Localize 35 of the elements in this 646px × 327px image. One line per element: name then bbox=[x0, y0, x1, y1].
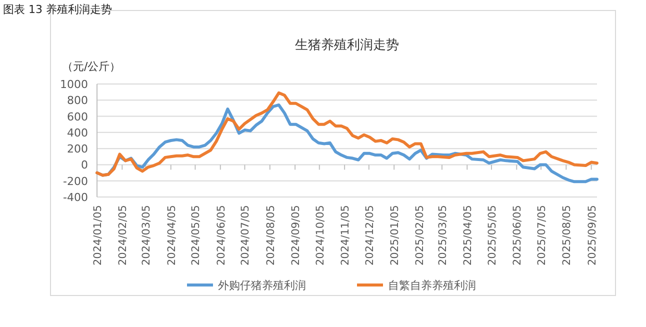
text: 图表 13 养殖利润走势 bbox=[3, 3, 112, 16]
x-tick-label: 2024/01/05 bbox=[92, 205, 104, 266]
x-tick-label: 2024/03/05 bbox=[140, 205, 153, 266]
x-tick-label: 2024/11/05 bbox=[340, 205, 352, 266]
x-tick-label: 2024/05/05 bbox=[190, 205, 202, 266]
y-tick-label: -200 bbox=[63, 174, 88, 188]
x-tick-label: 2024/08/05 bbox=[264, 205, 277, 266]
y-tick-label: 800 bbox=[67, 94, 88, 108]
x-tick-label: 2025/05/05 bbox=[486, 205, 498, 266]
x-tick-label: 2024/12/05 bbox=[364, 205, 376, 266]
legend-label: 外购仔猪养殖利润 bbox=[218, 279, 306, 292]
x-tick-label: 2025/08/05 bbox=[561, 205, 574, 266]
y-tick-label: -400 bbox=[63, 191, 88, 204]
y-axis-title: （元/公斤） bbox=[62, 60, 121, 73]
chart-title: 生猪养殖利润走势 bbox=[295, 37, 399, 53]
x-tick-label: 2025/06/05 bbox=[512, 205, 524, 266]
x-tick-label: 2024/04/05 bbox=[166, 205, 178, 266]
x-tick-label: 2024/09/05 bbox=[290, 205, 302, 266]
legend-label: 自繁自养养殖利润 bbox=[388, 279, 476, 292]
y-tick-label: 0 bbox=[81, 158, 88, 172]
x-tick-label: 2024/07/05 bbox=[240, 205, 252, 266]
y-tick-label: 400 bbox=[67, 126, 88, 140]
x-tick-label: 2025/04/05 bbox=[462, 205, 474, 266]
y-tick-label: 1000 bbox=[60, 78, 88, 91]
x-tick-label: 2024/06/05 bbox=[215, 205, 228, 266]
x-tick-label: 2025/03/05 bbox=[436, 205, 449, 266]
y-tick-label: 600 bbox=[67, 110, 88, 124]
x-tick-label: 2025/09/05 bbox=[586, 205, 598, 266]
x-tick-label: 2025/07/05 bbox=[536, 205, 548, 266]
x-tick-label: 2025/02/05 bbox=[414, 205, 426, 266]
y-tick-label: 200 bbox=[67, 142, 88, 156]
x-tick-label: 2024/10/05 bbox=[314, 205, 326, 266]
line-series bbox=[96, 91, 598, 177]
x-tick-label: 2025/01/05 bbox=[389, 205, 402, 266]
x-tick-label: 2024/02/05 bbox=[117, 205, 130, 266]
